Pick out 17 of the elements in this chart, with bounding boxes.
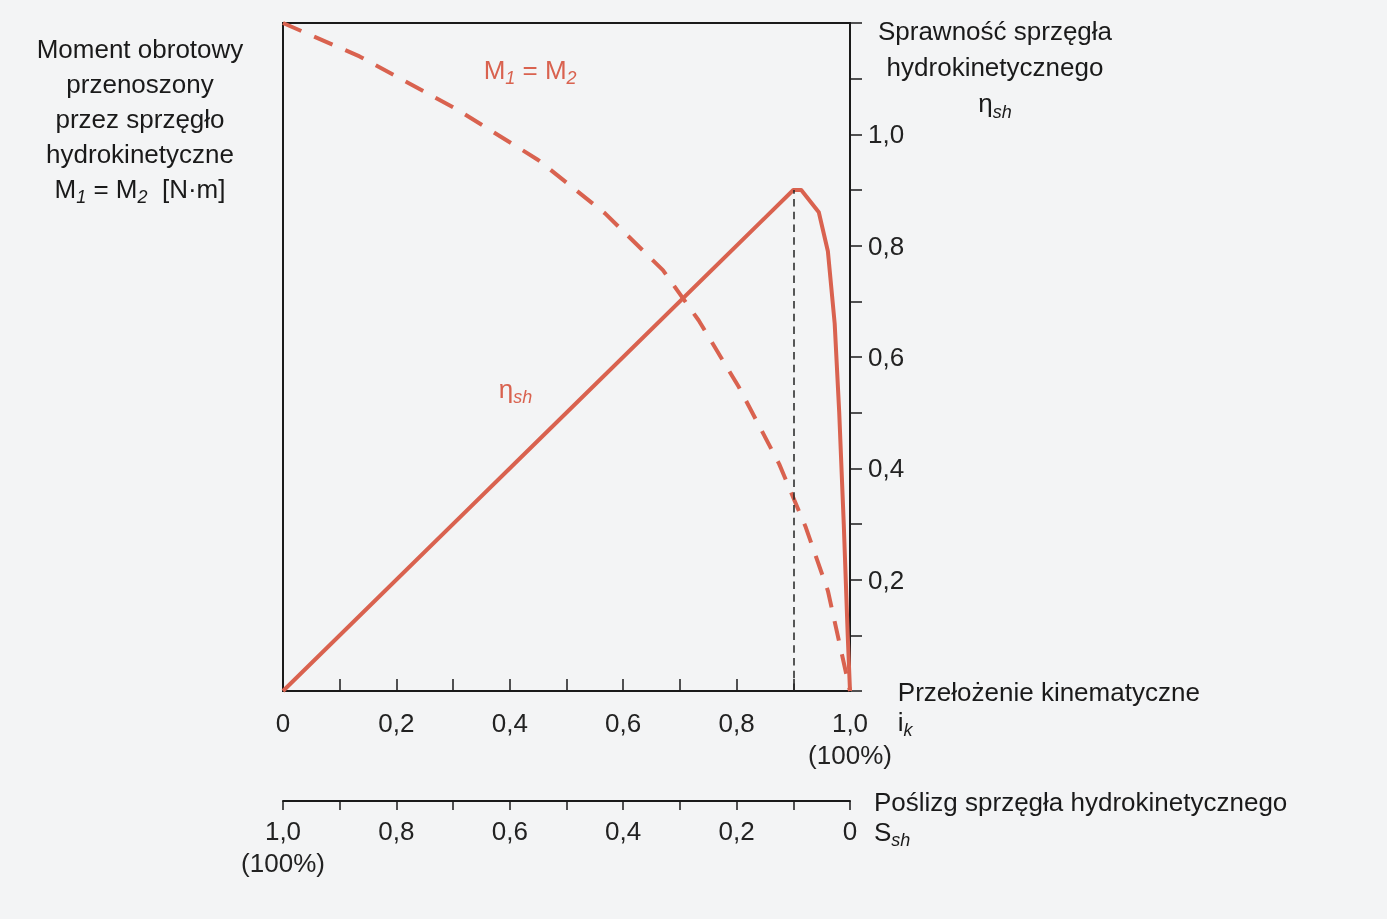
y2-tick-label: 0,2 — [868, 564, 905, 595]
x-tick-label: 0,4 — [491, 708, 528, 738]
x2-tick-label: 0 — [842, 816, 858, 846]
y2-tick-label: 1,0 — [868, 119, 905, 150]
x-tick-label: 0,6 — [605, 708, 642, 738]
x-tick-label: 0,2 — [378, 708, 415, 738]
y2-tick-label: 0,4 — [868, 453, 905, 484]
x-tick-label: 0,8 — [718, 708, 755, 738]
x-tick-label: 1,0 (100%) — [808, 708, 892, 770]
x2-tick-label: 0,6 — [491, 816, 528, 846]
y2-tick-label: 0,8 — [868, 230, 905, 261]
y2-tick-label: 0,6 — [868, 342, 905, 372]
x-tick-label: 0 — [275, 708, 291, 738]
x2-tick-label: 0,2 — [718, 816, 755, 846]
x2-tick-label: 0,8 — [378, 816, 415, 846]
x2-tick-label: 0,4 — [605, 816, 642, 846]
x2-tick-label: 1,0 (100%) — [241, 816, 325, 878]
